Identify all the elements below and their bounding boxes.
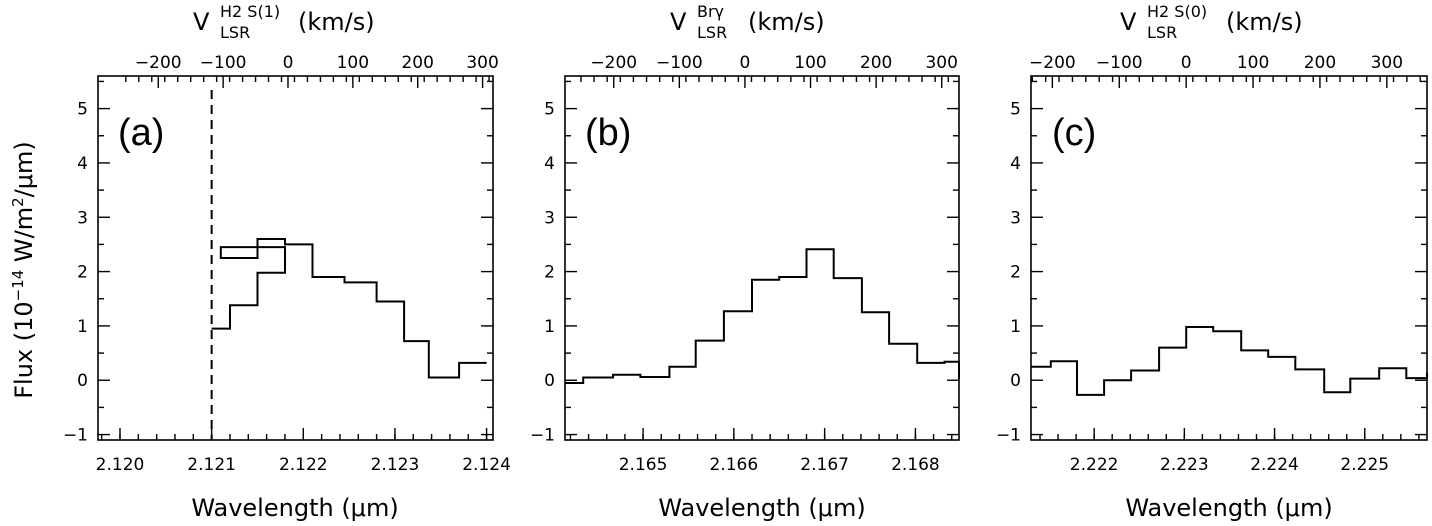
panel-b-x-tick-label: 2.166 xyxy=(710,455,759,475)
panel-c-title-unit: (km/s) xyxy=(1226,8,1303,36)
panel-a-title-sub: LSR xyxy=(220,23,250,42)
panel-a-tag: (a) xyxy=(118,112,164,154)
panel-c-title-sup: H2 S(0) xyxy=(1147,2,1207,21)
panel-b-title-sup: Brγ xyxy=(697,2,724,21)
panel-a-x-tick-label: 2.124 xyxy=(462,455,511,475)
panel-a-top-tick-label: −200 xyxy=(135,53,182,73)
panel-b-y-tick-label: 4 xyxy=(544,154,555,174)
panel-b-top-tick-label: 200 xyxy=(860,53,892,73)
panel-c-x-axis-label: Wavelength (μm) xyxy=(1125,494,1332,522)
panel-a-frame xyxy=(97,75,494,441)
panel-a-top-tick-label: 200 xyxy=(401,53,433,73)
panel-b-y-tick-label: 1 xyxy=(544,317,555,337)
panel-b-top-tick-label: 100 xyxy=(794,53,826,73)
panel-b-title-sub: LSR xyxy=(697,23,727,42)
panel-c-y-tick-label: 4 xyxy=(1010,154,1021,174)
panel-b-x-tick-label: 2.168 xyxy=(891,455,940,475)
panel-c-y-tick-label: 2 xyxy=(1010,263,1021,283)
panel-b-top-title: V Brγ LSR (km/s) xyxy=(670,2,825,42)
panel-c-x-tick-label: 2.222 xyxy=(1070,455,1119,475)
panel-c-y-tick-label: 1 xyxy=(1010,317,1021,337)
panel-b-top-tick-label: 300 xyxy=(925,53,957,73)
panel-c-title-v: V xyxy=(1120,8,1137,36)
panel-a-y-tick-label: 4 xyxy=(77,154,88,174)
panel-b-frame xyxy=(564,75,960,441)
panel-b-y-tick-label: −1 xyxy=(530,426,555,446)
panel-a-x-tick-label: 2.122 xyxy=(279,455,328,475)
panel-a-x-tick-label: 2.120 xyxy=(96,455,145,475)
panel-a-spectrum-line xyxy=(211,238,487,379)
panel-b-spectrum-line xyxy=(565,248,960,384)
panel-a-top-tick-label: 300 xyxy=(466,53,498,73)
panel-a-top-tick-label: 100 xyxy=(337,53,369,73)
y-axis-label: Flux (10−14 W/m2/μm) xyxy=(9,141,38,399)
panel-c-title-sub: LSR xyxy=(1147,23,1177,42)
panel-c-spectrum-line xyxy=(1031,326,1428,396)
panel-c-y-tick-label: −1 xyxy=(996,426,1021,446)
panel-b: (b) Wavelength (μm) V Brγ LSR (km/s) 2.1… xyxy=(530,2,960,522)
panel-a-top-tick-label: 0 xyxy=(283,53,294,73)
panel-c-top-tick-label: 200 xyxy=(1304,53,1336,73)
panel-a-top-tick-label: −100 xyxy=(200,53,247,73)
panel-c-top-title: V H2 S(0) LSR (km/s) xyxy=(1120,2,1303,42)
panel-c-y-tick-label: 0 xyxy=(1010,371,1021,391)
panel-a-y-tick-label: 2 xyxy=(77,263,88,283)
panel-c-tag: (c) xyxy=(1052,112,1096,154)
panel-a-y-tick-label: 5 xyxy=(77,100,88,120)
panel-c-top-tick-label: 100 xyxy=(1237,53,1269,73)
panel-b-y-tick-label: 3 xyxy=(544,208,555,228)
panel-c-top-tick-label: −200 xyxy=(1029,53,1076,73)
panel-b-title-unit: (km/s) xyxy=(748,8,825,36)
panel-a-title-sup: H2 S(1) xyxy=(220,2,280,21)
panel-b-top-tick-label: 0 xyxy=(740,53,751,73)
panel-b-x-tick-label: 2.165 xyxy=(619,455,668,475)
panel-c-x-tick-label: 2.223 xyxy=(1160,455,1209,475)
panel-a-x-axis-label: Wavelength (μm) xyxy=(191,494,398,522)
panel-b-y-tick-label: 0 xyxy=(544,371,555,391)
panel-c-frame xyxy=(1030,75,1428,441)
panel-c: (c) Wavelength (μm) V H2 S(0) LSR (km/s)… xyxy=(996,2,1428,522)
panel-b-y-tick-label: 5 xyxy=(544,100,555,120)
panel-a-x-tick-label: 2.123 xyxy=(371,455,420,475)
panel-c-y-tick-label: 3 xyxy=(1010,208,1021,228)
panel-c-top-tick-label: 0 xyxy=(1181,53,1192,73)
panel-a-y-tick-label: 1 xyxy=(77,317,88,337)
panel-a-y-tick-label: 0 xyxy=(77,371,88,391)
panel-b-top-tick-label: −200 xyxy=(590,53,637,73)
panel-b-x-tick-label: 2.167 xyxy=(800,455,849,475)
panel-c-top-tick-label: −100 xyxy=(1096,53,1143,73)
panel-b-y-tick-label: 2 xyxy=(544,263,555,283)
panel-b-top-tick-label: −100 xyxy=(656,53,703,73)
panel-b-title-v: V xyxy=(670,8,687,36)
panel-c-x-tick-label: 2.225 xyxy=(1340,455,1389,475)
panel-c-x-tick-label: 2.224 xyxy=(1250,455,1299,475)
panel-a-top-title: V H2 S(1) LSR (km/s) xyxy=(193,2,375,42)
panel-a-title-v: V xyxy=(193,8,210,36)
panel-a-x-tick-label: 2.121 xyxy=(187,455,236,475)
panel-b-tag: (b) xyxy=(585,112,631,154)
panel-a: (a) Wavelength (μm) V H2 S(1) LSR (km/s)… xyxy=(63,2,511,522)
panel-b-x-axis-label: Wavelength (μm) xyxy=(658,494,865,522)
panel-a-y-tick-label: −1 xyxy=(63,426,88,446)
panel-a-y-tick-label: 3 xyxy=(77,208,88,228)
panel-c-y-tick-label: 5 xyxy=(1010,100,1021,120)
panel-a-title-unit: (km/s) xyxy=(298,8,375,36)
panel-c-top-tick-label: 300 xyxy=(1371,53,1403,73)
